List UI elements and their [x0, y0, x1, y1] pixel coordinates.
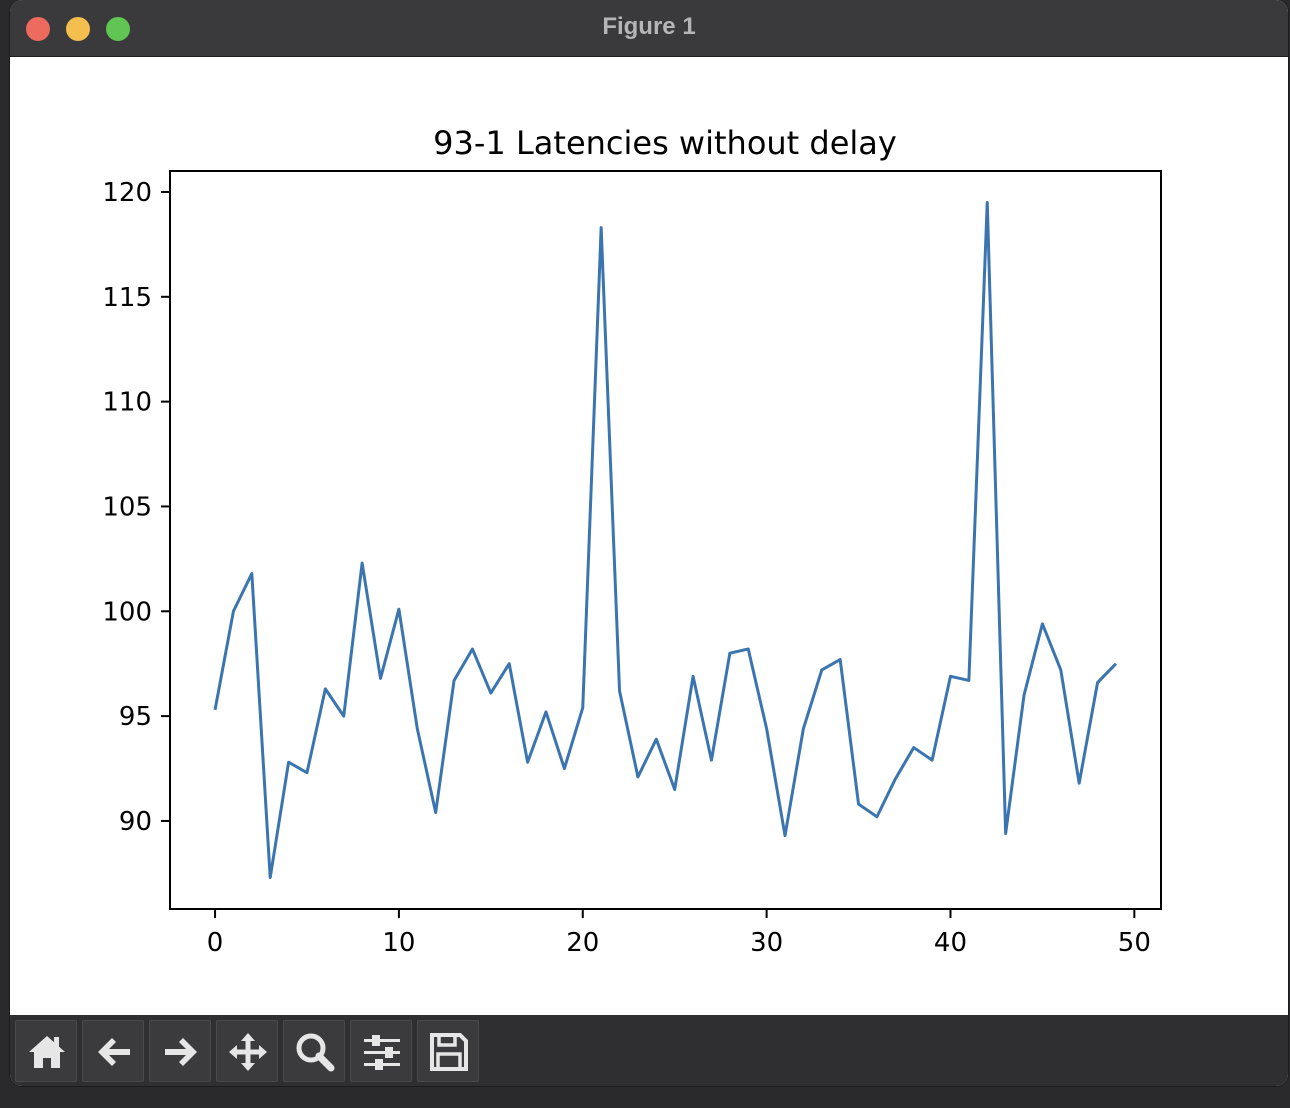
save-icon	[430, 1033, 468, 1071]
maximize-window-button[interactable]	[106, 17, 130, 41]
arrow-right-icon	[165, 1038, 197, 1066]
zoom-button[interactable]	[283, 1020, 345, 1082]
chart-title: 93-1 Latencies without delay	[433, 124, 897, 162]
figure-canvas: 93-1 Latencies without delay 0 10 20 30 40 50…	[10, 57, 1288, 1015]
y-tick-label: 95	[119, 702, 152, 732]
move-icon	[229, 1033, 267, 1071]
y-tick-label: 100	[102, 597, 152, 627]
x-tick-label: 20	[566, 928, 599, 958]
home-icon	[29, 1036, 65, 1068]
y-tick-label: 120	[102, 178, 152, 208]
title-bar: Figure 1	[10, 0, 1288, 57]
arrow-left-icon	[98, 1038, 130, 1066]
y-tick-label: 110	[102, 388, 152, 418]
x-tick-label: 30	[750, 928, 783, 958]
axes-frame	[169, 170, 1162, 910]
close-window-button[interactable]	[26, 17, 50, 41]
back-button[interactable]	[82, 1020, 144, 1082]
window-title: Figure 1	[602, 13, 696, 40]
figure-window: Figure 1 93-1 Latencies without delay 0 1…	[10, 0, 1288, 1086]
line-chart: 93-1 Latencies without delay 0 10 20 30 40 50…	[102, 124, 1162, 958]
navigation-toolbar	[10, 1015, 1288, 1086]
y-tick-label: 105	[102, 492, 152, 522]
home-button[interactable]	[15, 1020, 77, 1082]
x-tick-label: 10	[382, 928, 415, 958]
y-tick-label: 90	[119, 807, 152, 837]
y-tick-label: 115	[102, 283, 152, 313]
minimize-window-button[interactable]	[66, 17, 90, 41]
save-button[interactable]	[417, 1020, 479, 1082]
search-icon	[296, 1033, 335, 1072]
x-tick-label: 40	[934, 928, 967, 958]
forward-button[interactable]	[149, 1020, 211, 1082]
sliders-icon	[364, 1035, 400, 1070]
configure-subplots-button[interactable]	[350, 1020, 412, 1082]
series-line-0	[213, 200, 1118, 880]
x-tick-label: 0	[207, 928, 224, 958]
x-tick-label: 50	[1118, 928, 1151, 958]
pan-button[interactable]	[216, 1020, 278, 1082]
